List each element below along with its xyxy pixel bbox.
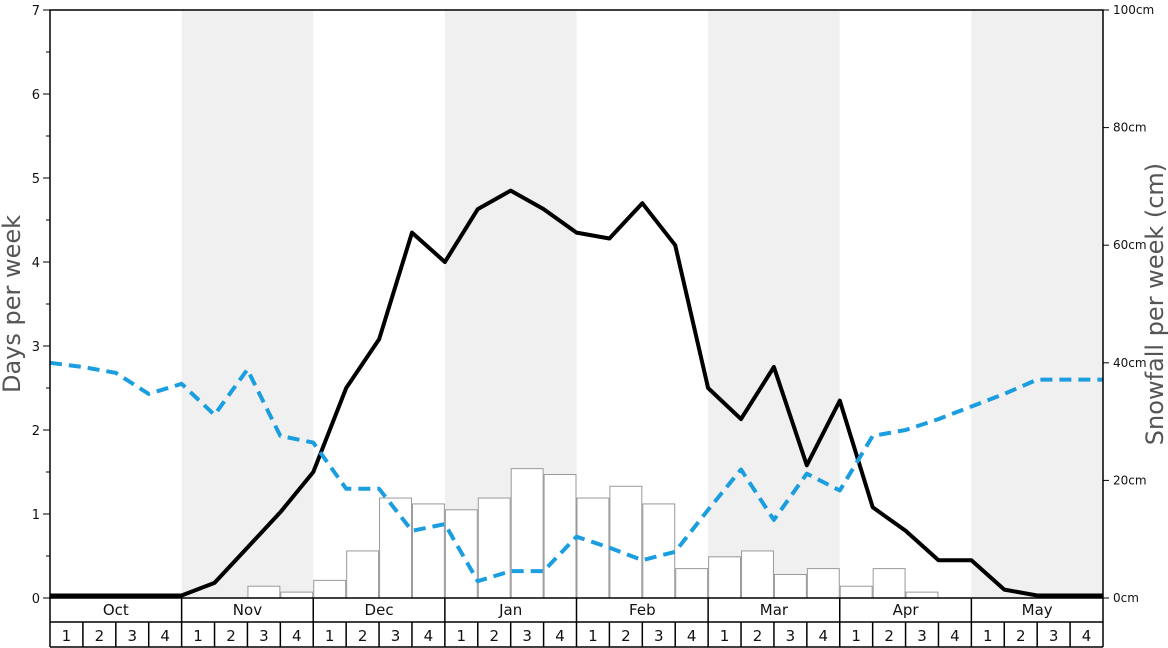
week-label: 4 <box>950 627 960 645</box>
month-label: Oct <box>103 601 129 619</box>
week-label: 4 <box>1082 627 1092 645</box>
week-label: 1 <box>457 627 467 645</box>
snowfall-bar <box>247 585 281 599</box>
week-label: 3 <box>654 627 664 645</box>
month-label: Mar <box>760 601 789 619</box>
week-label: 4 <box>555 627 565 645</box>
snowfall-bar <box>346 550 380 599</box>
left-tick-label: 6 <box>32 88 40 103</box>
snowfall-bar <box>609 485 643 599</box>
left-axis: 0 1 2 3 4 5 6 7 <box>32 4 50 607</box>
week-label: 2 <box>884 627 894 645</box>
snowfall-bar <box>543 474 577 599</box>
snowfall-bar <box>313 579 347 599</box>
left-tick-label: 3 <box>32 340 40 355</box>
left-axis-title: Days per week <box>0 215 26 393</box>
right-tick-label: 80cm <box>1113 121 1147 135</box>
snowfall-bar <box>773 573 807 599</box>
week-label: 2 <box>358 627 368 645</box>
week-label: 4 <box>424 627 434 645</box>
week-label: 1 <box>588 627 598 645</box>
week-label: 2 <box>226 627 236 645</box>
week-label: 2 <box>489 627 499 645</box>
snowfall-bar <box>411 503 445 599</box>
month-shade-may <box>971 10 1103 598</box>
week-label: 1 <box>720 627 730 645</box>
week-label: 2 <box>621 627 631 645</box>
week-label: 4 <box>819 627 829 645</box>
left-tick-label: 0 <box>32 592 40 607</box>
right-tick-label: 40cm <box>1113 356 1147 370</box>
snowfall-bar <box>741 550 774 599</box>
snowfall-bar <box>675 568 709 599</box>
snowfall-bars <box>247 468 939 599</box>
week-label: 4 <box>160 627 170 645</box>
dashed-line <box>49 360 1103 584</box>
snowfall-bar <box>642 503 676 599</box>
week-label: 3 <box>786 627 796 645</box>
week-label: 1 <box>62 627 72 645</box>
right-axis: 0cm 20cm 40cm 60cm 80cm 100cm <box>1103 3 1154 605</box>
week-label: 3 <box>917 627 927 645</box>
snowfall-bar <box>905 591 939 599</box>
snowfall-bar <box>379 497 412 599</box>
week-label: 3 <box>522 627 532 645</box>
snowfall-bar <box>708 556 742 599</box>
week-label: 1 <box>851 627 861 645</box>
snowfall-bar <box>806 568 840 599</box>
week-label: 1 <box>983 627 993 645</box>
day-lines <box>49 188 1103 598</box>
solid-line <box>50 188 1103 598</box>
right-tick-label: 100cm <box>1113 3 1154 17</box>
snowfall-bar <box>576 497 610 599</box>
right-tick-label: 60cm <box>1113 238 1147 252</box>
month-label: Apr <box>893 601 920 619</box>
week-label: 1 <box>193 627 203 645</box>
snowfall-bar <box>839 585 873 599</box>
snowfall-bar <box>510 468 544 599</box>
right-tick-label: 20cm <box>1113 473 1147 487</box>
week-label: 2 <box>1016 627 1026 645</box>
snowfall-bar <box>477 497 511 599</box>
week-label: 2 <box>95 627 105 645</box>
snowfall-bar <box>280 591 314 599</box>
month-shade-nov <box>181 10 314 598</box>
week-label: 3 <box>391 627 401 645</box>
week-label: 2 <box>753 627 763 645</box>
week-label: 1 <box>325 627 335 645</box>
month-shade-mar <box>708 10 840 598</box>
left-tick-label: 1 <box>32 508 40 523</box>
left-tick-label: 2 <box>32 424 40 439</box>
left-tick-label: 7 <box>32 4 40 19</box>
snowfall-bar <box>872 568 906 599</box>
left-tick-label: 5 <box>32 172 40 187</box>
week-label: 4 <box>687 627 697 645</box>
week-label: 3 <box>127 627 137 645</box>
month-shading <box>181 10 1103 598</box>
right-tick-label: 0cm <box>1113 591 1139 605</box>
week-label: 3 <box>259 627 269 645</box>
month-axis: Oct 1 2 3 4 Nov 1 2 3 4 Dec 1 2 3 4 Jan 1 2 3 4 Feb 1 2 3 4 Mar 1 2… <box>49 598 1104 648</box>
month-label: Feb <box>629 601 656 619</box>
left-tick-label: 4 <box>32 256 40 271</box>
month-label: Nov <box>233 601 262 619</box>
month-label: May <box>1022 601 1053 619</box>
month-label: Dec <box>365 601 394 619</box>
week-label: 4 <box>292 627 302 645</box>
month-label: Jan <box>498 601 522 619</box>
week-label: 3 <box>1049 627 1059 645</box>
right-axis-title: Snowfall per week (cm) <box>1141 163 1168 445</box>
